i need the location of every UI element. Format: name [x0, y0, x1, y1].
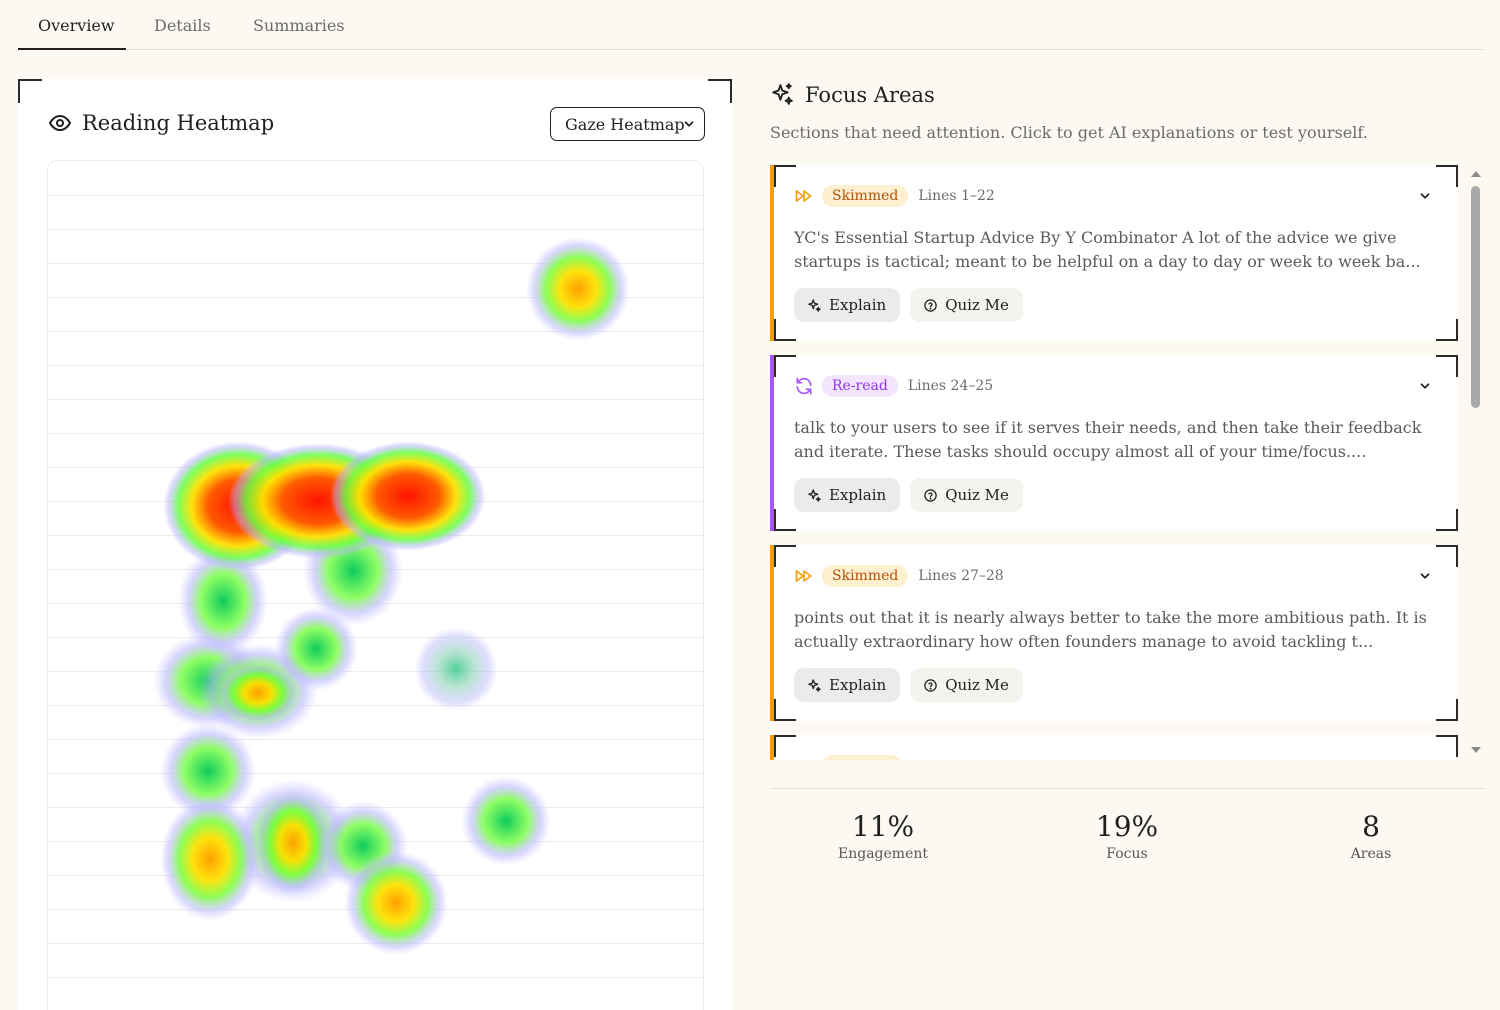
frame-corner — [1436, 355, 1458, 377]
card-excerpt: talk to your users to see if it serves t… — [794, 418, 1422, 461]
eye-icon — [49, 115, 71, 131]
frame-corner — [1436, 509, 1458, 531]
scroll-up-icon[interactable] — [1470, 168, 1482, 180]
gaze-heatmap — [153, 237, 630, 955]
quiz-me-label: Quiz Me — [945, 676, 1009, 694]
frame-corner — [18, 79, 42, 103]
help-circle-icon — [924, 488, 937, 502]
focus-card[interactable] — [770, 735, 1458, 760]
frame-corner — [774, 545, 796, 567]
scrollbar-thumb[interactable] — [1471, 186, 1480, 408]
explain-button[interactable]: Explain — [794, 288, 901, 322]
stat-label: Areas — [1350, 846, 1392, 862]
frame-corner — [774, 509, 796, 531]
focus-card[interactable]: Re-read Lines 24–25 talk to your users t… — [770, 355, 1458, 531]
heatmap-title: Reading Heatmap — [82, 111, 275, 135]
tab-bar: Overview Details Summaries — [18, 0, 1485, 50]
sparkles-icon — [808, 298, 821, 312]
frame-corner — [774, 319, 796, 341]
status-badge: Skimmed — [822, 185, 909, 207]
focus-list-scrollbar[interactable] — [1466, 168, 1486, 760]
chevron-down-icon — [684, 121, 694, 127]
frame-corner — [774, 165, 796, 187]
focus-cards-list[interactable]: Skimmed Lines 1–22 YC's Essential Startu… — [770, 165, 1458, 760]
help-circle-icon — [924, 678, 937, 692]
explain-button[interactable]: Explain — [794, 478, 901, 512]
frame-corner — [1436, 319, 1458, 341]
stat-label: Engagement — [838, 846, 928, 862]
tab-overview[interactable]: Overview — [38, 16, 115, 35]
frame-corner — [774, 699, 796, 721]
heatmap-mode-select[interactable]: Gaze Heatmap — [550, 107, 705, 141]
explain-button[interactable]: Explain — [794, 668, 901, 702]
chevron-down-icon[interactable] — [1418, 379, 1432, 393]
quiz-me-label: Quiz Me — [945, 486, 1009, 504]
fast-forward-icon — [794, 756, 814, 760]
status-badge: Skimmed — [822, 565, 909, 587]
stat-value: 11% — [851, 810, 915, 843]
status-badge — [822, 755, 902, 760]
stats-divider — [770, 788, 1485, 789]
sparkles-icon — [808, 488, 821, 502]
stat-areas: 8 Areas — [1271, 808, 1471, 862]
explain-label: Explain — [829, 676, 887, 694]
active-tab-indicator — [18, 48, 126, 50]
frame-corner — [774, 735, 796, 757]
line-range: Lines 24–25 — [907, 378, 994, 394]
stat-focus: 19% Focus — [1027, 808, 1227, 862]
quiz-me-button[interactable]: Quiz Me — [910, 668, 1023, 702]
frame-corner — [1436, 699, 1458, 721]
sparkles-icon — [772, 83, 793, 105]
explain-label: Explain — [829, 296, 887, 314]
heatmap-canvas — [47, 160, 704, 1010]
stat-value: 8 — [1362, 810, 1380, 843]
frame-corner — [774, 355, 796, 377]
quiz-me-button[interactable]: Quiz Me — [910, 478, 1023, 512]
reading-heatmap-panel: Reading Heatmap Gaze Heatmap — [18, 79, 732, 1010]
stat-value: 19% — [1095, 810, 1159, 843]
scroll-down-icon[interactable] — [1470, 744, 1482, 756]
stat-label: Focus — [1106, 846, 1148, 862]
status-badge: Re-read — [822, 375, 898, 397]
focus-areas-title: Focus Areas — [805, 82, 935, 107]
fast-forward-icon — [795, 190, 812, 202]
heatmap-mode-value: Gaze Heatmap — [565, 114, 685, 134]
focus-card[interactable]: Skimmed Lines 27–28 points out that it i… — [770, 545, 1458, 721]
fast-forward-icon — [795, 570, 812, 582]
refresh-icon — [796, 377, 812, 395]
chevron-down-icon[interactable] — [1418, 189, 1432, 203]
sparkles-icon — [808, 678, 821, 692]
quiz-me-label: Quiz Me — [945, 296, 1009, 314]
explain-label: Explain — [829, 486, 887, 504]
focus-areas-header: Focus Areas — [770, 82, 935, 107]
focus-areas-subtitle: Sections that need attention. Click to g… — [770, 123, 1368, 142]
card-excerpt: points out that it is nearly always bett… — [794, 608, 1427, 651]
frame-corner — [1436, 165, 1458, 187]
tab-summaries[interactable]: Summaries — [253, 16, 345, 35]
stat-engagement: 11% Engagement — [783, 808, 983, 862]
tab-details[interactable]: Details — [154, 16, 211, 35]
frame-corner — [1436, 545, 1458, 567]
chevron-down-icon[interactable] — [1418, 569, 1432, 583]
card-excerpt: YC's Essential Startup Advice By Y Combi… — [794, 228, 1421, 271]
quiz-me-button[interactable]: Quiz Me — [910, 288, 1023, 322]
focus-card[interactable]: Skimmed Lines 1–22 YC's Essential Startu… — [770, 165, 1458, 341]
frame-corner — [708, 79, 732, 103]
line-range: Lines 1–22 — [918, 188, 995, 204]
heatmap-header: Reading Heatmap — [48, 111, 274, 135]
frame-corner — [1436, 735, 1458, 757]
help-circle-icon — [924, 298, 937, 312]
line-range: Lines 27–28 — [918, 568, 1004, 584]
